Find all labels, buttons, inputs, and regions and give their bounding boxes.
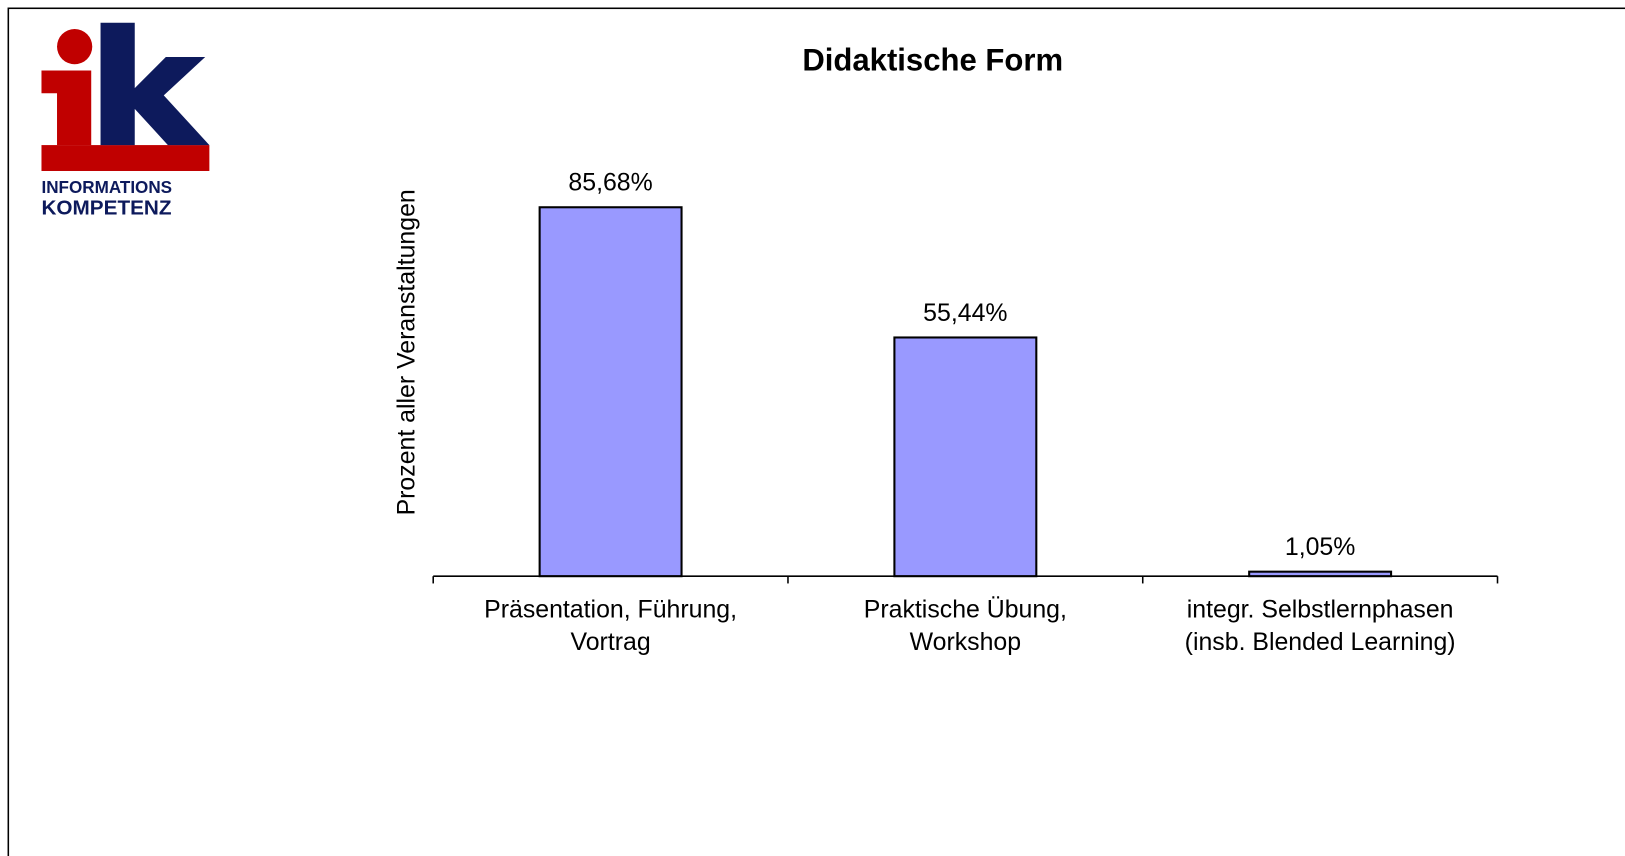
- value-label: 85,68%: [568, 169, 652, 197]
- chart-title: Didaktische Form: [802, 42, 1063, 77]
- bar: [893, 336, 1038, 578]
- logo-dot: [57, 29, 93, 65]
- logo-k: [100, 22, 210, 146]
- logo-text: KOMPETENZ: [41, 197, 171, 220]
- bar: [538, 206, 683, 578]
- frame: [7, 7, 1625, 856]
- logo: INFORMATIONS KOMPETENZ: [41, 22, 210, 220]
- logo-bar: [41, 145, 210, 171]
- logo-text: INFORMATIONS: [41, 178, 172, 197]
- x-tick-label: Präsentation, Führung,: [484, 596, 737, 624]
- logo-i: [41, 70, 92, 146]
- y-axis-label: Prozent aller Veranstaltungen: [393, 189, 421, 515]
- x-tick-label: Praktische Übung,: [864, 596, 1067, 624]
- x-tick-label: Vortrag: [571, 628, 651, 656]
- x-tick-label: integr. Selbstlernphasen: [1187, 596, 1454, 624]
- x-tick-label: (insb. Blended Learning): [1185, 628, 1456, 656]
- x-tick-label: Workshop: [910, 628, 1021, 656]
- value-label: 1,05%: [1285, 533, 1356, 561]
- value-label: 55,44%: [923, 299, 1007, 327]
